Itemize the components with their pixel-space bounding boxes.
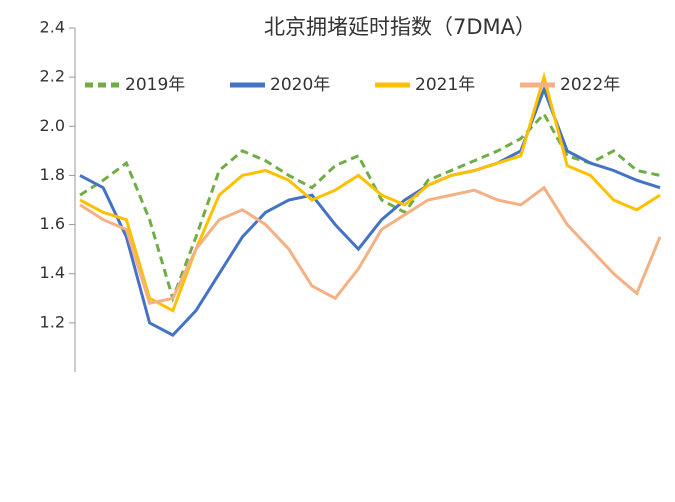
series-line — [79, 85, 661, 337]
y-tick-label: 1.4 — [40, 263, 65, 282]
legend-label: 2019年 — [125, 75, 185, 95]
y-tick-label: 2.2 — [40, 67, 65, 86]
series-line — [79, 185, 662, 305]
legend-label: 2020年 — [270, 75, 330, 95]
chart-title: 北京拥堵延时指数（7DMA） — [264, 15, 536, 39]
y-tick-label: 1.2 — [40, 312, 65, 331]
y-tick-label: 2.0 — [40, 116, 65, 135]
legend-label: 2022年 — [560, 75, 620, 95]
series-line — [79, 71, 661, 313]
y-tick-label: 2.4 — [40, 18, 65, 37]
y-tick-label: 1.8 — [40, 165, 65, 184]
series-line — [79, 111, 661, 304]
y-tick-label: 1.6 — [40, 214, 65, 233]
legend-label: 2021年 — [415, 75, 475, 95]
